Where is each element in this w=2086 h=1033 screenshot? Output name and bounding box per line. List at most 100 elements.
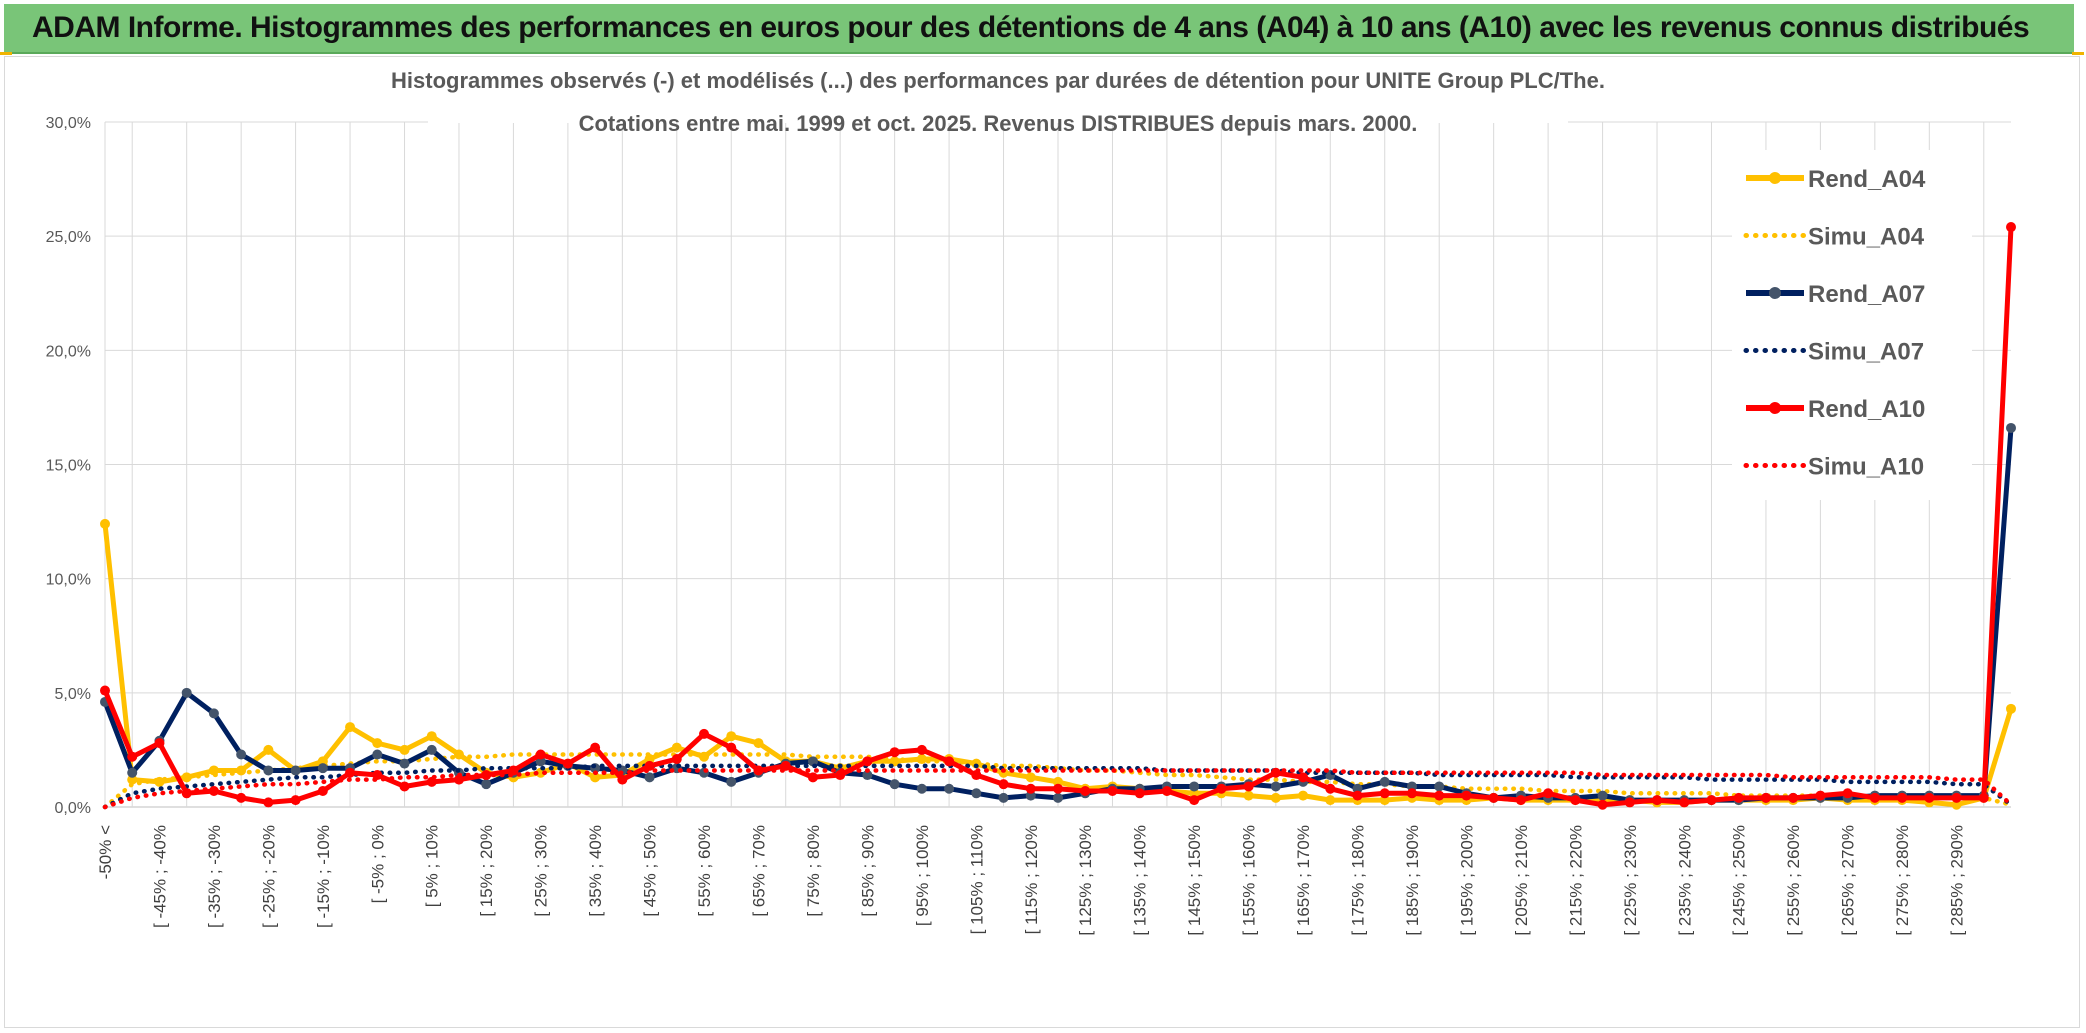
x-tick-label: [ 195% ; 200%	[1457, 825, 1476, 936]
data-point-rend-a10	[671, 754, 682, 765]
data-point-rend-a07	[998, 792, 1009, 803]
title-banner: ADAM Informe. Histogrammes des performan…	[4, 4, 2074, 54]
data-point-rend-a07	[644, 772, 655, 783]
x-tick-label: [ 185% ; 190%	[1403, 825, 1422, 936]
x-tick-label: [ 245% ; 250%	[1730, 825, 1749, 936]
x-tick-label: [ 255% ; 260%	[1784, 825, 1803, 936]
x-tick-label: [ 75% ; 80%	[804, 825, 823, 917]
series-line-simu-a04	[102, 752, 2014, 810]
data-point-rend-a04	[127, 774, 138, 785]
data-point-rend-a07	[971, 788, 982, 799]
y-tick-label: 5,0%	[55, 686, 91, 703]
data-point-rend-a04	[1025, 772, 1036, 783]
data-point-rend-a10	[399, 781, 410, 792]
data-point-rend-a04	[100, 518, 110, 529]
data-point-rend-a10	[100, 685, 110, 696]
chart-area: 0,0% 5,0% 10,0% 15,0% 20,0% 25,0% 30,0% -50% < […	[4, 56, 2080, 1028]
x-tick-label: [ 275% ; 280%	[1893, 825, 1912, 936]
data-point-rend-a10	[535, 749, 546, 760]
data-point-rend-a10	[1706, 795, 1717, 806]
corner-accent-right	[2072, 52, 2084, 55]
legend-marker	[1769, 172, 1781, 184]
data-point-rend-a10	[1679, 797, 1690, 808]
x-tick-label: [ 105% ; 110%	[967, 825, 986, 934]
data-point-rend-a04	[1298, 790, 1309, 801]
data-point-rend-a07	[290, 765, 301, 776]
data-point-rend-a10	[1298, 772, 1309, 783]
data-point-rend-a04	[1270, 792, 1281, 803]
data-point-rend-a07	[426, 744, 437, 755]
data-point-rend-a10	[590, 742, 601, 753]
data-point-rend-a04	[426, 731, 437, 742]
data-point-rend-a07	[916, 783, 927, 794]
legend-marker	[1769, 287, 1781, 299]
x-tick-label: [ 145% ; 150%	[1185, 825, 1204, 936]
data-point-rend-a07	[1597, 790, 1608, 801]
x-tick-label: [ 205% ; 210%	[1512, 825, 1531, 936]
title-backdrop	[428, 63, 1568, 123]
x-tick-label: [ -25% ; -20%	[259, 825, 278, 928]
data-point-rend-a10	[1733, 792, 1744, 803]
data-point-rend-a07	[399, 758, 410, 769]
x-tick-label: [ 45% ; 50%	[641, 825, 660, 917]
legend-marker	[1769, 402, 1781, 414]
data-point-rend-a10	[1107, 786, 1118, 797]
legend-label: Rend_A04	[1808, 166, 1926, 193]
data-point-rend-a10	[1815, 790, 1826, 801]
x-tick-label: [ 215% ; 220%	[1566, 825, 1585, 936]
data-point-rend-a10	[1652, 795, 1663, 806]
data-point-rend-a07	[1406, 781, 1417, 792]
data-point-rend-a10	[726, 742, 737, 753]
data-point-rend-a10	[1597, 799, 1608, 810]
data-point-rend-a10	[1543, 788, 1554, 799]
data-point-rend-a04	[1379, 795, 1390, 806]
data-point-rend-a07	[1379, 776, 1390, 787]
data-point-rend-a10	[1216, 783, 1227, 794]
data-point-rend-a07	[889, 779, 900, 790]
data-point-rend-a07	[862, 770, 873, 781]
data-point-rend-a04	[2006, 703, 2016, 714]
x-tick-label: [ 155% ; 160%	[1240, 825, 1259, 936]
data-point-rend-a07	[1434, 781, 1445, 792]
data-point-rend-a10	[889, 747, 900, 758]
data-point-rend-a10	[1624, 797, 1635, 808]
data-point-rend-a07	[372, 749, 383, 760]
data-point-rend-a07	[181, 687, 192, 698]
data-point-rend-a10	[453, 774, 464, 785]
legend-label: Rend_A10	[1808, 396, 1925, 423]
y-tick-label: 0,0%	[55, 800, 91, 817]
data-point-rend-a07	[944, 783, 955, 794]
data-point-rend-a07	[236, 749, 247, 760]
data-point-rend-a07	[127, 767, 138, 778]
data-point-rend-a07	[1270, 781, 1281, 792]
data-point-rend-a10	[1243, 781, 1254, 792]
data-point-rend-a04	[726, 731, 737, 742]
data-point-rend-a10	[1434, 790, 1445, 801]
x-tick-label: -50% <	[96, 825, 115, 879]
x-tick-label: [ 165% ; 170%	[1294, 825, 1313, 936]
data-point-rend-a07	[481, 779, 492, 790]
data-point-rend-a04	[1325, 795, 1336, 806]
y-tick-label: 30,0%	[46, 115, 91, 132]
x-tick-label: [ 265% ; 270%	[1839, 825, 1858, 936]
data-point-rend-a10	[1080, 786, 1091, 797]
data-point-rend-a10	[1760, 792, 1771, 803]
data-point-rend-a10	[1978, 792, 1989, 803]
data-point-rend-a10	[1325, 783, 1336, 794]
x-tick-label: [ 85% ; 90%	[858, 825, 877, 917]
data-point-rend-a07	[1053, 792, 1063, 803]
data-point-rend-a10	[1515, 795, 1526, 806]
x-tick-label: [ -45% ; -40%	[150, 825, 169, 928]
data-point-rend-a10	[1488, 792, 1499, 803]
x-tick-label: [ -35% ; -30%	[205, 825, 224, 928]
data-point-rend-a07	[1352, 783, 1363, 794]
data-point-rend-a10	[1924, 792, 1935, 803]
data-point-rend-a10	[1134, 788, 1145, 799]
x-tick-label: [ 285% ; 290%	[1948, 825, 1967, 936]
x-tick-label: [ 135% ; 140%	[1131, 825, 1150, 936]
data-point-rend-a10	[998, 779, 1009, 790]
x-tick-label: [ 15% ; 20%	[477, 825, 496, 917]
data-point-rend-a10	[317, 786, 328, 797]
data-point-rend-a07	[1025, 790, 1036, 801]
data-point-rend-a04	[345, 722, 356, 733]
